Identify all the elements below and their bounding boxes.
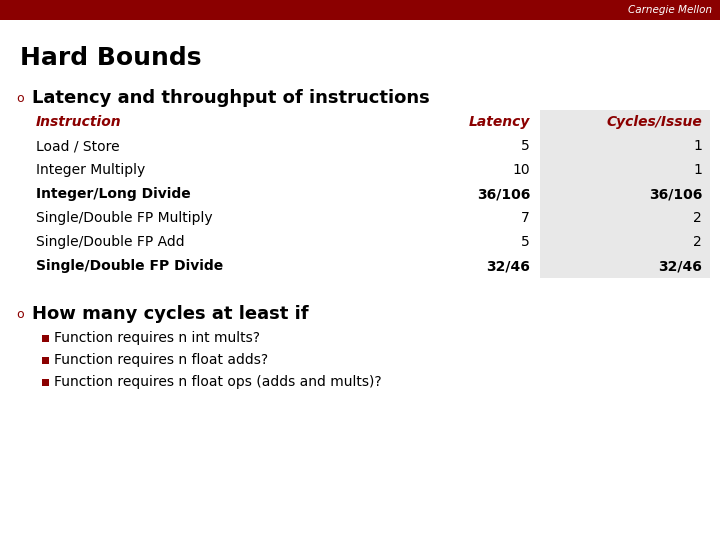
Text: Integer/Long Divide: Integer/Long Divide <box>36 187 191 201</box>
Text: Single/Double FP Multiply: Single/Double FP Multiply <box>36 211 212 225</box>
Text: Instruction: Instruction <box>36 115 122 129</box>
Text: 10: 10 <box>513 163 530 177</box>
Bar <box>42 334 49 341</box>
Text: 5: 5 <box>521 235 530 249</box>
Bar <box>0 0 720 20</box>
Text: Cycles/Issue: Cycles/Issue <box>606 115 702 129</box>
Text: 5: 5 <box>521 139 530 153</box>
Text: 1: 1 <box>693 163 702 177</box>
Text: o: o <box>16 307 24 321</box>
Text: 1: 1 <box>693 139 702 153</box>
Text: How many cycles at least if: How many cycles at least if <box>32 305 309 323</box>
Text: Function requires n int mults?: Function requires n int mults? <box>54 331 260 345</box>
Text: Function requires n float ops (adds and mults)?: Function requires n float ops (adds and … <box>54 375 382 389</box>
Text: Hard Bounds: Hard Bounds <box>20 46 202 70</box>
Text: o: o <box>16 91 24 105</box>
Text: 7: 7 <box>521 211 530 225</box>
Text: Carnegie Mellon: Carnegie Mellon <box>628 5 712 15</box>
Text: Latency: Latency <box>469 115 530 129</box>
Text: Load / Store: Load / Store <box>36 139 120 153</box>
Text: 2: 2 <box>693 211 702 225</box>
Text: 2: 2 <box>693 235 702 249</box>
Text: Single/Double FP Add: Single/Double FP Add <box>36 235 184 249</box>
Bar <box>42 356 49 363</box>
Bar <box>540 110 710 278</box>
Text: Single/Double FP Divide: Single/Double FP Divide <box>36 259 223 273</box>
Text: 36/106: 36/106 <box>477 187 530 201</box>
Text: 32/46: 32/46 <box>658 259 702 273</box>
Text: Integer Multiply: Integer Multiply <box>36 163 145 177</box>
Text: Function requires n float adds?: Function requires n float adds? <box>54 353 268 367</box>
Bar <box>42 379 49 386</box>
Text: Latency and throughput of instructions: Latency and throughput of instructions <box>32 89 430 107</box>
Text: 36/106: 36/106 <box>649 187 702 201</box>
Text: 32/46: 32/46 <box>486 259 530 273</box>
